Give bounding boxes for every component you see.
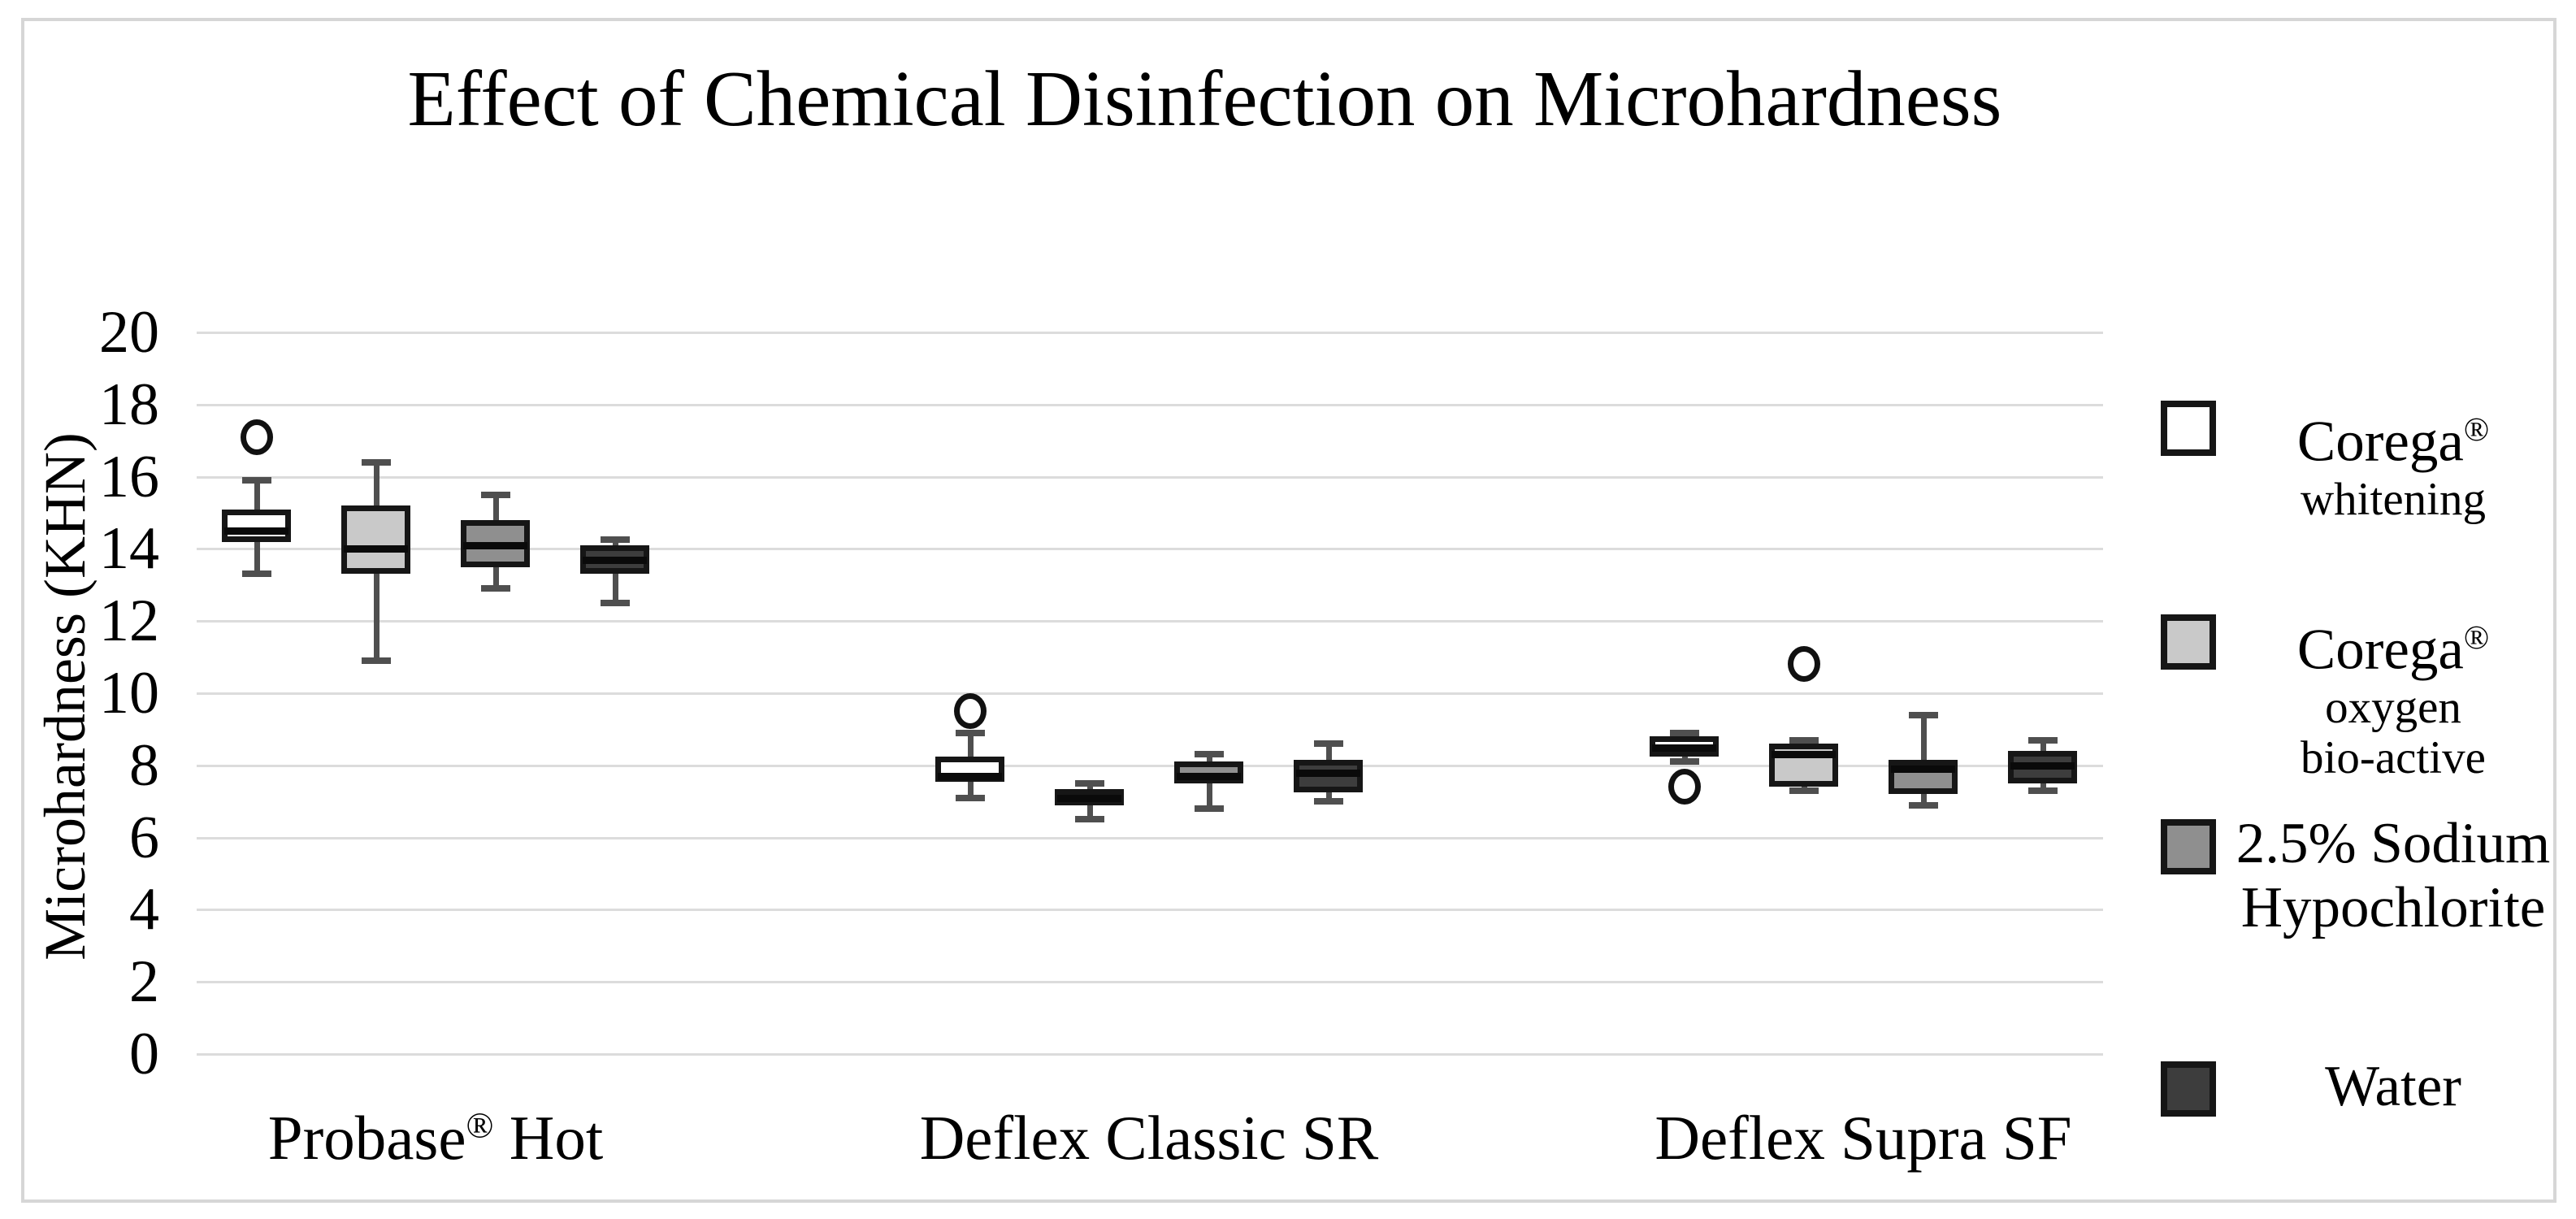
boxplot-whisker-cap [600, 600, 630, 606]
legend-label: Corega® whitening [2235, 397, 2552, 525]
boxplot-whisker-cap [241, 477, 271, 484]
boxplot-whisker-cap [1313, 798, 1343, 805]
boxplot-median [1891, 766, 1955, 774]
boxplot-whisker-cap [241, 570, 271, 578]
gridline [197, 909, 2103, 912]
boxplot-median [1296, 769, 1360, 777]
boxplot-whisker-cap [1669, 729, 1699, 736]
boxplot-box [1769, 744, 1838, 787]
legend-label-text: 2.5% Sodium [2236, 812, 2551, 875]
legend-swatch [2161, 819, 2216, 874]
gridline [197, 620, 2103, 623]
gridline [197, 836, 2103, 839]
legend-label-sub: bio-active [2301, 731, 2486, 783]
outlier-point [953, 693, 987, 730]
y-tick-label: 8 [129, 731, 159, 799]
legend-label: Water [2235, 1054, 2552, 1119]
y-tick-label: 10 [99, 660, 159, 727]
registered-mark: ® [2463, 618, 2490, 656]
y-tick-label: 6 [129, 804, 159, 871]
registered-mark: ® [466, 1104, 494, 1146]
boxplot-whisker-cap [1074, 816, 1104, 823]
boxplot-whisker-cap [361, 458, 391, 466]
boxplot-median [224, 527, 288, 536]
outlier-point [240, 419, 273, 455]
y-tick-label: 18 [99, 371, 159, 438]
boxplot-whisker-cap [480, 491, 510, 498]
boxplot-whisker-cap [955, 729, 985, 736]
gridline [197, 692, 2103, 695]
boxplot-whisker-cap [1194, 805, 1224, 813]
boxplot-median [1772, 751, 1836, 759]
boxplot-median [938, 773, 1002, 781]
y-tick-label: 20 [99, 299, 159, 366]
boxplot-whisker-cap [1908, 801, 1938, 809]
legend-label-main: Corega® [2235, 605, 2552, 683]
legend-label-sub: Hypochlorite [2240, 876, 2546, 939]
boxplot-median [463, 541, 527, 549]
y-tick-label: 4 [129, 876, 159, 944]
boxplot-box [1889, 760, 1958, 795]
gridline [197, 332, 2103, 334]
boxplot-whisker-cap [1074, 780, 1104, 787]
gridline [197, 1053, 2103, 1056]
x-axis-label-text: Deflex Supra SF [1654, 1103, 2072, 1173]
boxplot-box [341, 505, 410, 575]
legend-label-main: Water [2235, 1054, 2552, 1119]
registered-mark: ® [2463, 410, 2490, 448]
gridline [197, 548, 2103, 551]
x-axis-label-text: Deflex Classic SR [919, 1103, 1379, 1173]
legend-label-sub: oxygen [2325, 681, 2461, 733]
gridline [197, 764, 2103, 767]
boxplot-whisker-cap [1194, 751, 1224, 758]
y-tick-label: 14 [99, 515, 159, 583]
boxplot-whisker-cap [2027, 787, 2058, 794]
legend-label-text: Corega [2296, 410, 2464, 474]
legend-swatch [2161, 614, 2216, 670]
legend-swatch [2161, 401, 2216, 456]
figure-border [21, 18, 2556, 1203]
boxplot-median [1177, 773, 1241, 781]
gridline [197, 403, 2103, 406]
y-tick-label: 0 [129, 1021, 159, 1087]
legend-label-sub: whitening [2301, 473, 2486, 525]
boxplot-median [2010, 761, 2075, 770]
legend-label-main: 2.5% Sodium [2235, 811, 2552, 876]
y-tick-label: 16 [99, 443, 159, 510]
legend-label-text: Corega [2296, 618, 2464, 682]
boxplot-whisker-cap [955, 794, 985, 801]
y-tick-label: 12 [99, 588, 159, 655]
boxplot-median [344, 545, 408, 553]
boxplot-whisker-cap [361, 657, 391, 665]
y-tick-label: 2 [129, 948, 159, 1016]
gridline [197, 475, 2103, 479]
legend-label: 2.5% Sodium Hypochlorite [2235, 811, 2552, 939]
legend-swatch [2161, 1061, 2216, 1117]
boxplot-median [583, 556, 647, 564]
boxplot-whisker-cap [600, 536, 630, 544]
boxplot-whisker-cap [1789, 736, 1819, 744]
boxplot-whisker-cap [1789, 787, 1819, 794]
legend-label-text: Water [2325, 1055, 2461, 1118]
outlier-point [1667, 769, 1701, 805]
boxplot-box [222, 509, 291, 542]
boxplot-whisker-cap [1908, 711, 1938, 718]
gridline [197, 981, 2103, 984]
legend-label: Corega® oxygen bio-active [2235, 605, 2552, 783]
x-axis-label: Probase® Hot [0, 1102, 923, 1174]
boxplot-whisker-cap [2027, 736, 2058, 744]
outlier-point [1787, 646, 1820, 683]
chart-title: Effect of Chemical Disinfection on Micro… [407, 55, 2002, 142]
x-axis-label-text: Probase [267, 1103, 466, 1173]
legend-label-main: Corega® [2235, 397, 2552, 475]
boxplot-whisker-cap [1313, 740, 1343, 748]
boxplot-whisker-cap [480, 585, 510, 592]
boxplot-median [1057, 794, 1121, 802]
boxplot-whisker-cap [1669, 758, 1699, 766]
x-axis-label-text: Hot [493, 1103, 604, 1173]
boxplot-median [1652, 744, 1716, 752]
x-axis-label: Deflex Supra SF [1376, 1102, 2351, 1174]
x-axis-label: Deflex Classic SR [661, 1102, 1637, 1174]
